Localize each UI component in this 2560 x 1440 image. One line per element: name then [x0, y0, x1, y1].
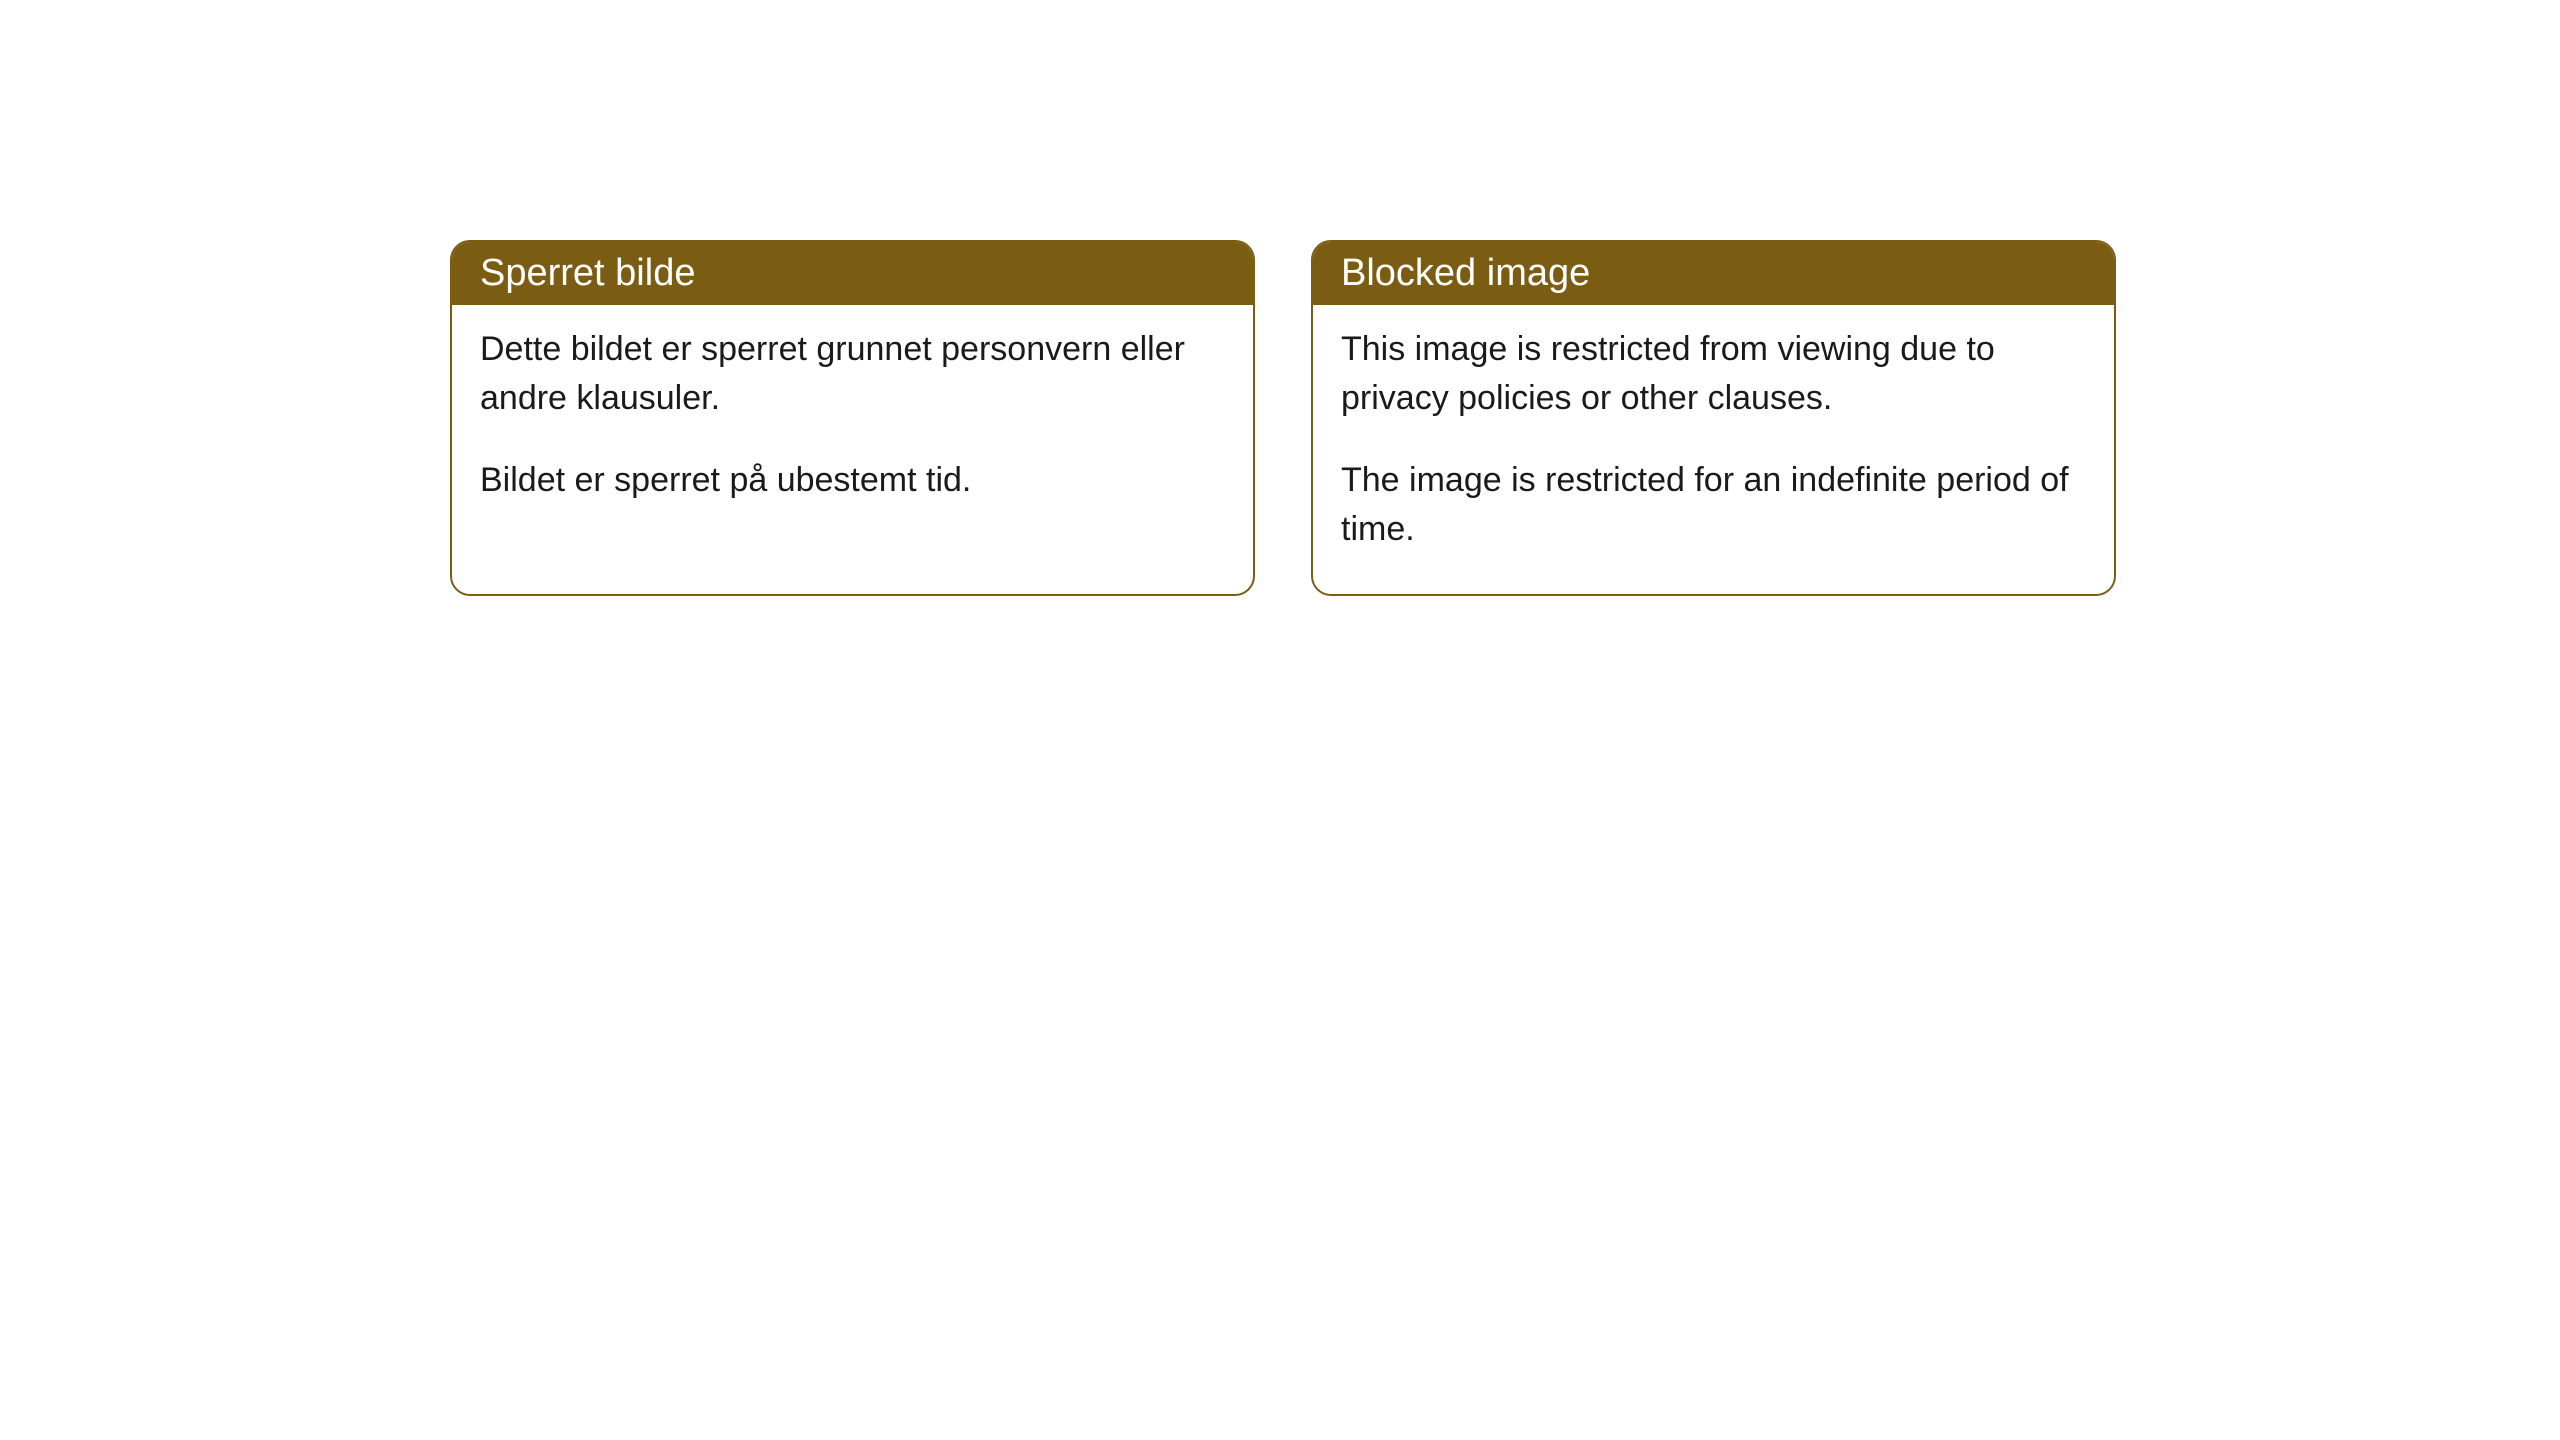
card-body-english: This image is restricted from viewing du… [1313, 305, 2114, 594]
blocked-image-card-english: Blocked image This image is restricted f… [1311, 240, 2116, 596]
card-header-english: Blocked image [1313, 242, 2114, 305]
notice-cards-container: Sperret bilde Dette bildet er sperret gr… [0, 0, 2560, 596]
card-title: Blocked image [1341, 252, 1590, 294]
card-title: Sperret bilde [480, 252, 695, 294]
card-paragraph-1: Dette bildet er sperret grunnet personve… [480, 325, 1225, 424]
card-body-norwegian: Dette bildet er sperret grunnet personve… [452, 305, 1253, 545]
card-paragraph-2: The image is restricted for an indefinit… [1341, 456, 2086, 555]
card-paragraph-1: This image is restricted from viewing du… [1341, 325, 2086, 424]
card-paragraph-2: Bildet er sperret på ubestemt tid. [480, 456, 1225, 505]
blocked-image-card-norwegian: Sperret bilde Dette bildet er sperret gr… [450, 240, 1255, 596]
card-header-norwegian: Sperret bilde [452, 242, 1253, 305]
